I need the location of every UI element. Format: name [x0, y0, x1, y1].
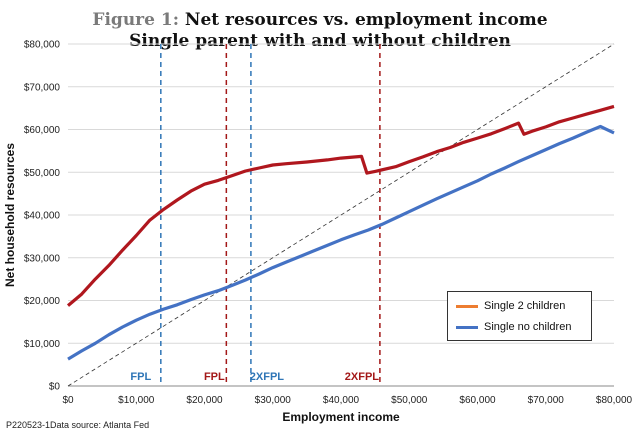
- chart-title: Figure 1: Net resources vs. employment i…: [0, 10, 640, 52]
- y-tick-label: $0: [49, 382, 61, 393]
- y-tick-label: $50,000: [24, 168, 61, 179]
- marker-label-fpl: FPL: [204, 371, 225, 383]
- title-line-1: Figure 1: Net resources vs. employment i…: [0, 10, 640, 31]
- data-source-note: P220523-1Data source: Atlanta Fed: [6, 420, 150, 430]
- x-tick-label: $20,000: [186, 395, 223, 406]
- legend-swatch: [456, 325, 478, 329]
- legend-item: Single no children: [456, 321, 571, 333]
- y-tick-label: $60,000: [24, 125, 61, 136]
- y-tick-label: $70,000: [24, 82, 61, 93]
- legend-item: Single 2 children: [456, 300, 565, 312]
- x-tick-label: $30,000: [255, 395, 292, 406]
- x-tick-label: $50,000: [391, 395, 428, 406]
- title-line-2: Single parent with and without children: [129, 31, 511, 51]
- reference-line-45deg: [67, 43, 615, 387]
- legend-swatch: [456, 304, 478, 308]
- marker-label-2xfpl: 2XFPL: [345, 371, 380, 383]
- legend: Single 2 children Single no children: [447, 291, 592, 341]
- marker-label-2xfpl: 2XFPL: [250, 371, 285, 383]
- legend-label: Single no children: [484, 321, 572, 333]
- x-tick-label: $60,000: [459, 395, 496, 406]
- y-tick-label: $40,000: [24, 211, 61, 222]
- x-tick-label: $70,000: [528, 395, 565, 406]
- x-tick-label: $0: [62, 395, 74, 406]
- y-tick-label: $20,000: [24, 296, 61, 307]
- series-line-single-2-children: [66, 104, 615, 307]
- x-tick-label: $80,000: [596, 395, 633, 406]
- y-tick-label: $10,000: [24, 339, 61, 350]
- x-axis-label: Employment income: [282, 410, 400, 424]
- title-text: Net resources vs. employment income: [184, 10, 548, 30]
- x-tick-label: $40,000: [323, 395, 360, 406]
- series-line-single-no-children: [67, 124, 615, 361]
- y-axis-label: Net household resources: [3, 143, 17, 287]
- marker-label-fpl: FPL: [130, 371, 151, 383]
- figure-label: Figure 1:: [92, 10, 179, 30]
- x-tick-label: $10,000: [118, 395, 155, 406]
- legend-label: Single 2 children: [484, 300, 566, 312]
- y-tick-label: $30,000: [24, 253, 61, 264]
- y-tick-label: $80,000: [24, 40, 61, 51]
